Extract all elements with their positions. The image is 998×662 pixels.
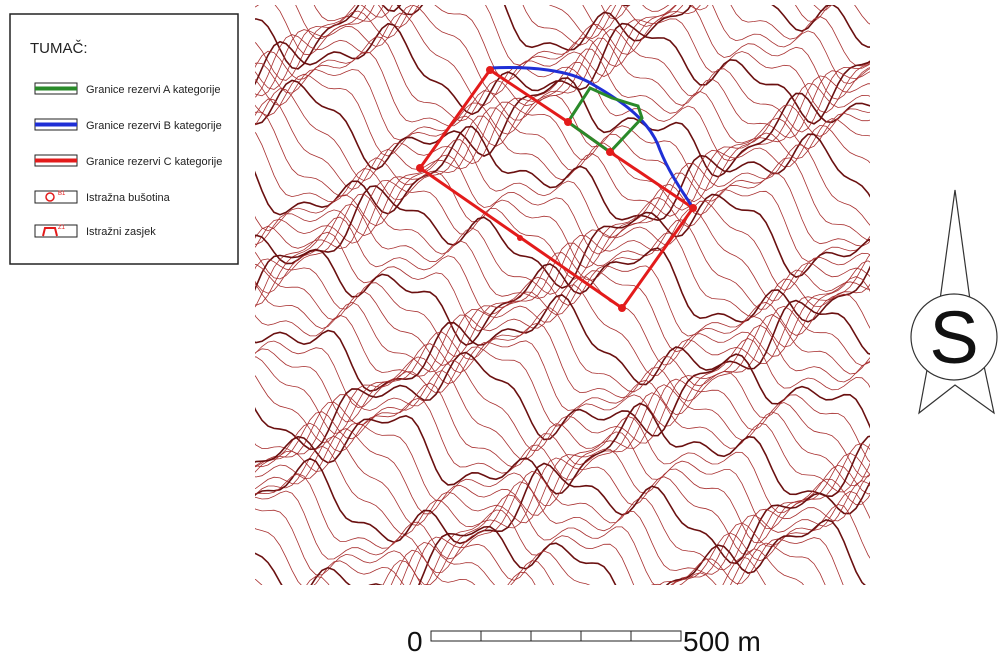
legend-title: TUMAČ: [30, 40, 88, 57]
contour-line [250, 285, 874, 377]
contour-line [250, 459, 874, 564]
legend-label: Granice rezervi A kategorije [86, 84, 221, 96]
legend-icon-label: Z1 [58, 225, 66, 231]
legend-label: Granice rezervi B kategorije [86, 120, 222, 132]
scale-end: 500 m [683, 626, 761, 657]
boundary-a [568, 88, 642, 152]
contour-line [250, 276, 874, 372]
contour-line [250, 520, 874, 620]
legend-label: Istražna bušotina [86, 192, 171, 204]
map: TUMAČ: Granice rezervi A kategorije Gran… [0, 0, 998, 657]
compass: S [911, 190, 997, 413]
borehole [564, 118, 572, 126]
borehole [416, 164, 424, 172]
borehole [618, 304, 626, 312]
contour-line [250, 504, 874, 605]
scale-bar: 0 500 m [407, 626, 761, 657]
contour-line [250, 38, 874, 138]
borehole [486, 66, 494, 74]
contour-lines [250, 0, 874, 652]
compass-letter: S [929, 296, 978, 379]
legend-label: Istražni zasjek [86, 226, 156, 238]
page: {"legend": {"title": "TUMAČ:", "items": … [0, 0, 998, 657]
contour-line [250, 108, 874, 210]
contour-line [250, 194, 874, 294]
contour-line [250, 417, 874, 513]
legend: TUMAČ: Granice rezervi A kategorije Gran… [10, 14, 238, 264]
legend-icon-label: B1 [58, 191, 66, 197]
scale-start: 0 [407, 626, 423, 657]
contour-line [250, 481, 874, 575]
borehole [517, 235, 523, 241]
borehole [689, 204, 697, 212]
contour-line [250, 0, 874, 11]
contour-line [250, 542, 874, 640]
contour-line [250, 295, 874, 391]
scale-bar-rect [431, 631, 681, 641]
legend-label: Granice rezervi C kategorije [86, 156, 222, 168]
borehole [606, 148, 614, 156]
